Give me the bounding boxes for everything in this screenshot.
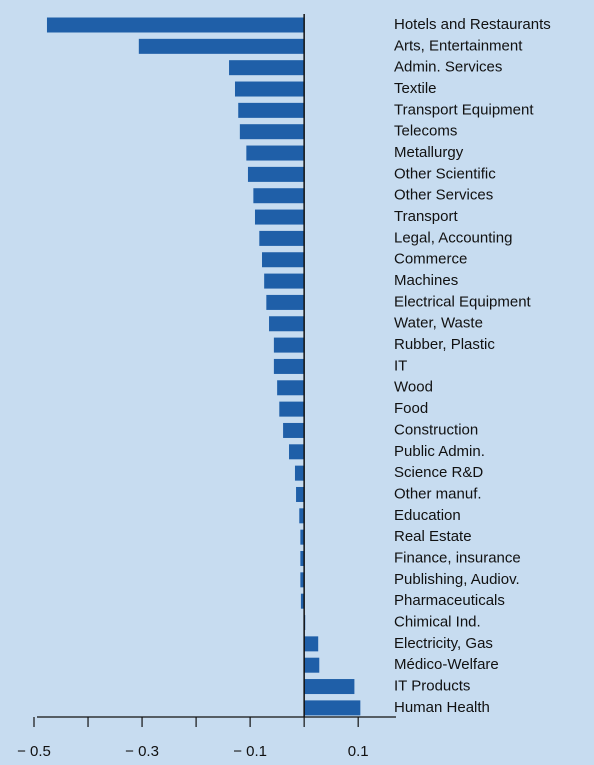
category-label: Electrical Equipment (394, 293, 532, 310)
category-label: Science R&D (394, 464, 483, 481)
bar (304, 636, 319, 652)
category-label: Admin. Services (394, 59, 502, 76)
category-label: Public Admin. (394, 443, 485, 460)
category-label: Legal, Accounting (394, 229, 512, 246)
bar (266, 294, 305, 310)
bar (296, 486, 305, 502)
x-tick-label: − 0.3 (125, 743, 159, 760)
bar (304, 657, 320, 673)
category-label: IT Products (394, 678, 470, 695)
bar (300, 572, 305, 588)
category-label: Real Estate (394, 528, 472, 545)
category-label: Rubber, Plastic (394, 336, 495, 353)
category-label: Human Health (394, 699, 490, 716)
bar (294, 465, 305, 481)
bar (234, 81, 305, 97)
category-label: Construction (394, 421, 478, 438)
bar (259, 230, 305, 246)
bar (269, 316, 305, 332)
category-label: Metallurgy (394, 144, 464, 161)
category-label: Chimical Ind. (394, 613, 481, 630)
bar (289, 444, 305, 460)
bar (283, 422, 305, 438)
category-label: Pharmaceuticals (394, 592, 505, 609)
category-label: Finance, insurance (394, 549, 521, 566)
x-tick-label: 0.1 (348, 743, 369, 760)
bar (246, 145, 305, 161)
bar (273, 358, 305, 374)
category-label: Education (394, 507, 461, 524)
bar (247, 166, 305, 182)
category-label: Transport Equipment (394, 101, 534, 118)
category-label: Médico-Welfare (394, 656, 499, 673)
bar (238, 102, 305, 118)
bar (229, 60, 305, 76)
category-label: Other Services (394, 187, 493, 204)
category-label: Hotels and Restaurants (394, 16, 551, 33)
category-label: Commerce (394, 251, 467, 268)
category-label: Telecoms (394, 123, 457, 140)
bar (300, 593, 305, 609)
bar (304, 700, 361, 716)
bar (300, 529, 305, 545)
bar (299, 508, 305, 524)
category-label: Arts, Entertainment (394, 37, 523, 54)
category-label: Electricity, Gas (394, 635, 493, 652)
category-label: IT (394, 357, 407, 374)
bar (239, 124, 305, 140)
x-tick-label: − 0.5 (17, 743, 51, 760)
bar (254, 209, 305, 225)
bar (279, 401, 305, 417)
category-label: Machines (394, 272, 458, 289)
x-tick-label: − 0.1 (233, 743, 267, 760)
category-label: Water, Waste (394, 315, 483, 332)
bar (262, 252, 305, 268)
category-label: Publishing, Audiov. (394, 571, 520, 588)
bar (138, 38, 305, 54)
category-label: Other Scientific (394, 165, 496, 182)
category-label: Wood (394, 379, 433, 396)
bar (46, 17, 305, 33)
bar (277, 380, 305, 396)
category-label: Textile (394, 80, 437, 97)
category-label: Other manuf. (394, 485, 482, 502)
category-label: Food (394, 400, 428, 417)
bar (253, 188, 305, 204)
bar (304, 679, 355, 695)
bar (264, 273, 305, 289)
bar (300, 551, 305, 566)
bar (273, 337, 305, 353)
category-label: Transport (394, 208, 458, 225)
